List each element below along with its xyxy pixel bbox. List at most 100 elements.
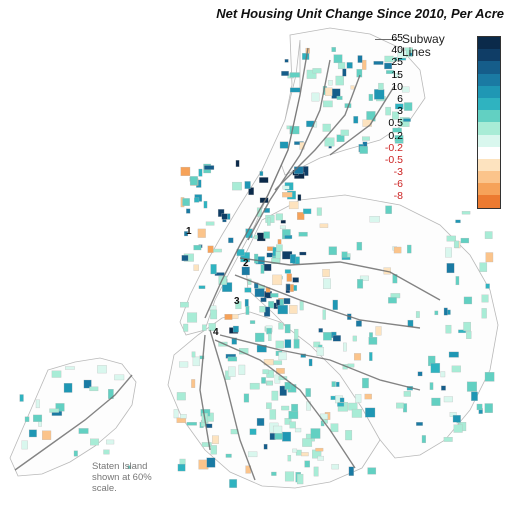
- census-block: [306, 69, 317, 79]
- census-block: [55, 403, 65, 412]
- census-block: [333, 54, 343, 64]
- census-block: [322, 123, 331, 132]
- census-block: [277, 239, 282, 245]
- census-block: [443, 437, 453, 442]
- census-block: [232, 181, 242, 191]
- census-block: [458, 329, 466, 334]
- legend-label: 15: [391, 68, 403, 81]
- census-block: [271, 471, 277, 476]
- census-block: [78, 428, 89, 434]
- census-block: [384, 55, 394, 63]
- census-block: [313, 466, 319, 477]
- census-block: [282, 192, 293, 198]
- legend-swatch: [478, 195, 500, 208]
- census-block: [289, 421, 296, 429]
- census-block: [183, 323, 189, 332]
- census-block: [28, 429, 37, 438]
- census-block: [89, 386, 99, 392]
- census-block: [187, 312, 198, 323]
- census-block: [352, 335, 357, 342]
- census-block: [19, 394, 24, 402]
- census-block: [460, 237, 470, 244]
- census-block: [284, 269, 291, 274]
- census-block: [484, 372, 495, 382]
- census-block: [466, 381, 477, 392]
- census-block: [323, 278, 331, 289]
- census-block: [346, 62, 353, 69]
- census-block: [340, 129, 349, 136]
- census-block: [282, 185, 290, 190]
- census-block: [180, 166, 191, 176]
- census-block: [446, 263, 455, 274]
- census-block: [63, 383, 73, 393]
- map-markers: 1 2 3 4: [186, 226, 249, 338]
- census-block: [453, 240, 460, 248]
- census-block: [451, 365, 461, 373]
- census-block: [244, 181, 251, 189]
- marker-1: 1: [186, 226, 192, 237]
- census-block: [310, 428, 321, 439]
- census-block: [241, 266, 250, 276]
- census-block: [311, 92, 320, 102]
- census-block: [176, 392, 186, 401]
- census-block: [254, 288, 265, 298]
- census-block: [336, 95, 343, 100]
- legend-swatch: [478, 146, 500, 159]
- census-block: [249, 382, 260, 390]
- census-block: [292, 277, 299, 283]
- census-block: [213, 248, 222, 253]
- census-block: [293, 285, 298, 291]
- census-block: [299, 301, 304, 311]
- census-block: [324, 137, 335, 147]
- census-block: [207, 245, 214, 253]
- census-block: [103, 449, 110, 455]
- census-block: [249, 320, 256, 324]
- census-block: [397, 50, 407, 59]
- census-block: [415, 311, 420, 318]
- census-block: [281, 405, 290, 411]
- census-block: [403, 403, 408, 413]
- census-block: [335, 75, 344, 86]
- legend-swatch: [478, 183, 500, 196]
- legend-label: 10: [391, 80, 403, 93]
- census-block: [270, 293, 279, 298]
- legend-swatches: [477, 36, 501, 209]
- census-block: [392, 111, 399, 120]
- census-block: [330, 423, 339, 433]
- census-block: [385, 106, 391, 116]
- census-block: [286, 273, 292, 282]
- census-block: [222, 282, 233, 292]
- census-block: [463, 296, 473, 305]
- census-block: [255, 332, 265, 342]
- census-block: [221, 213, 228, 220]
- census-block: [341, 251, 348, 258]
- census-block: [197, 228, 206, 238]
- census-block: [232, 325, 239, 333]
- census-block: [259, 171, 264, 176]
- census-block: [182, 198, 190, 206]
- census-block: [375, 326, 382, 336]
- marker-3: 3: [234, 296, 240, 307]
- census-block: [373, 61, 384, 65]
- census-block: [294, 427, 302, 433]
- census-block: [263, 231, 270, 239]
- marker-2: 2: [243, 258, 249, 269]
- census-block: [286, 283, 291, 291]
- census-block: [180, 414, 187, 419]
- subway-legend-label-2: Lines: [402, 45, 431, 59]
- census-block: [235, 160, 240, 167]
- subway-line: [329, 84, 396, 156]
- census-block: [204, 165, 215, 170]
- census-block: [225, 453, 232, 458]
- subway-line: [274, 74, 361, 191]
- census-block: [429, 382, 434, 390]
- legend-label: -6: [393, 178, 403, 191]
- census-block: [463, 321, 471, 332]
- legend-label: 6: [397, 92, 403, 105]
- census-block: [394, 135, 404, 142]
- census-block: [201, 442, 212, 447]
- census-block: [355, 320, 362, 327]
- census-block: [289, 254, 296, 264]
- census-block: [65, 366, 75, 370]
- census-block: [315, 447, 324, 452]
